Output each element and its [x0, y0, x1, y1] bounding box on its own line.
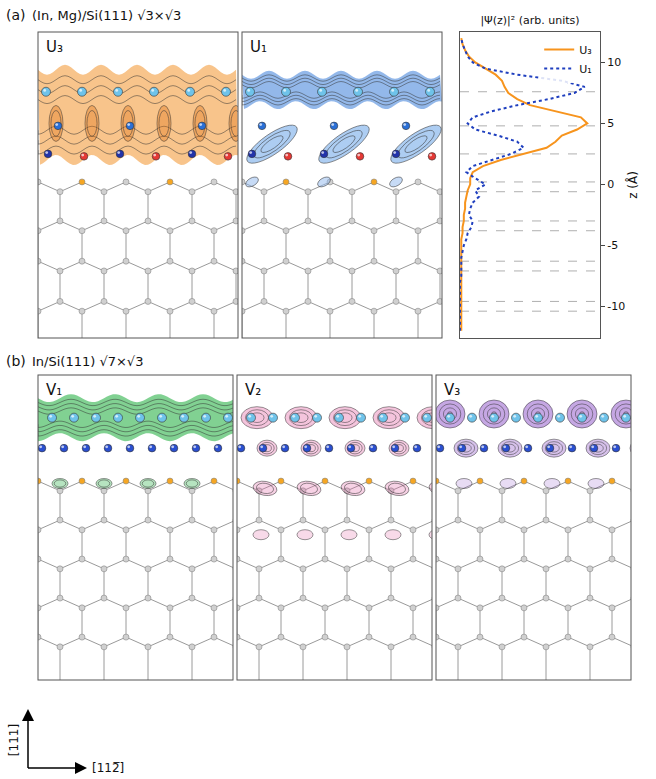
- svg-text:U₁: U₁: [250, 38, 267, 56]
- svg-text:(a): (a): [6, 7, 26, 23]
- svg-text:[111]: [111]: [7, 724, 21, 756]
- svg-text:(b): (b): [6, 353, 26, 369]
- svg-text:-10: -10: [607, 300, 625, 313]
- svg-text:z (Å): z (Å): [625, 171, 640, 199]
- svg-text:V₁: V₁: [46, 381, 62, 399]
- svg-text:10: 10: [607, 56, 621, 69]
- svg-text:V₃: V₃: [444, 381, 460, 399]
- svg-text:0: 0: [607, 178, 614, 191]
- svg-text:U₃: U₃: [46, 38, 63, 56]
- svg-text:|Ψ(z)|² (arb. units): |Ψ(z)|² (arb. units): [480, 14, 579, 27]
- svg-text:In/Si(111) √7×√3: In/Si(111) √7×√3: [32, 354, 143, 369]
- svg-text:V₂: V₂: [245, 381, 261, 399]
- svg-text:(In, Mg)/Si(111) √3×√3: (In, Mg)/Si(111) √3×√3: [32, 8, 181, 23]
- svg-text:[112̅]: [112̅]: [92, 761, 124, 775]
- svg-text:U₁: U₁: [579, 63, 591, 76]
- svg-text:U₃: U₃: [579, 44, 591, 57]
- svg-text:-5: -5: [607, 239, 618, 252]
- svg-text:5: 5: [607, 117, 614, 130]
